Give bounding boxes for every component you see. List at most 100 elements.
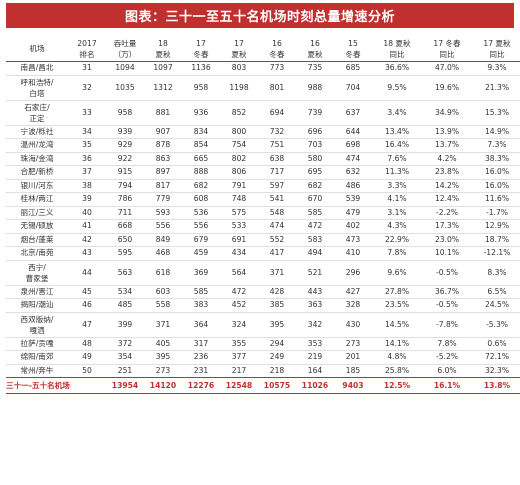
table-cell: 417 [258,246,296,260]
column-header: 15 冬春 [345,38,361,59]
table-cell: 670 [296,192,334,206]
table-cell: 42 [68,232,106,247]
column-header: 机场 [29,44,45,53]
table-cell: 794 [106,178,144,193]
table-cell: 585 [296,205,334,220]
table-cell: 802 [220,151,258,166]
table-cell: 48 [68,336,106,351]
table-cell: 201 [334,350,372,364]
airport-name-cell: 丽江/三义 [6,205,68,220]
table-cell: 355 [220,336,258,351]
table-cell: 479 [334,205,372,220]
table-cell: 4.2% [422,151,472,166]
table-cell: 13.4% [372,124,422,139]
table-cell: 958 [106,99,144,125]
table-cell: 650 [106,232,144,247]
table-cell: -2.2% [422,205,472,220]
table-cell: 185 [334,363,372,378]
table-cell: 430 [334,311,372,337]
table-cell: 9.5% [372,74,422,100]
table-cell: 371 [144,311,182,337]
table-cell: 354 [106,350,144,364]
table-cell: -7.8% [422,311,472,337]
table-cell: 38 [68,178,106,193]
table-cell: 863 [144,151,182,166]
table-cell: 791 [220,178,258,193]
table-cell: 37 [68,165,106,179]
table-cell: 328 [334,298,372,312]
table-cell: 922 [106,151,144,166]
airport-name-cell: 西宁/曹家堡 [6,259,68,285]
table-cell: 17.3% [422,219,472,233]
table-cell: 521 [296,259,334,285]
table-cell: 739 [296,99,334,125]
table-cell: 9.3% [487,63,507,73]
table-cell: 915 [106,165,144,179]
table-cell: 881 [144,99,182,125]
table-row: 银川/河东 38 794 817 682 791 597 682 486 3.3% 14.2% 16.… [6,178,520,193]
table-cell: 751 [258,138,296,152]
total-cell: 14120 [144,377,182,394]
table-cell: 218 [258,363,296,378]
airport-name-cell: 珠海/金湾 [6,151,68,166]
table-cell: 485 [106,298,144,312]
table-cell: -0.5% [422,259,472,285]
table-cell: 405 [144,336,182,351]
table-cell: 834 [182,124,220,139]
table-cell: 36.6% [384,63,410,73]
table-cell: 472 [296,219,334,233]
airport-name-cell: 温州/龙湾 [6,138,68,152]
table-cell: 24.5% [472,298,520,312]
table-cell: 593 [144,205,182,220]
table-cell: 4.1% [372,192,422,206]
table-cell: 219 [296,350,334,364]
table-cell: 11.6% [472,192,520,206]
table-cell: 25.8% [372,363,422,378]
table-cell: 33 [68,99,106,125]
table-cell: 704 [334,74,372,100]
table-cell: 583 [296,232,334,247]
table-cell: 849 [144,232,182,247]
table-cell: 563 [106,259,144,285]
table-cell: 428 [258,284,296,299]
table-cell: 7.8% [372,246,422,260]
table-cell: 434 [220,246,258,260]
total-cell: 13954 [106,377,144,394]
table-cell: 377 [220,350,258,364]
total-cell: 13.8% [472,377,520,394]
airport-name-cell: 常州/奔牛 [6,363,68,378]
table-cell: 402 [334,219,372,233]
table-cell: 383 [182,298,220,312]
column-header: 16 夏秋 [307,38,323,59]
table-row: 呼和浩特/白塔 32 1035 1312 958 1198 801 988 704 9.5% 19.… [6,74,520,100]
column-header: 18 夏秋 同比 [383,38,411,59]
table-cell: 12.9% [472,219,520,233]
table-cell: 43 [68,246,106,260]
table-cell: 472 [220,284,258,299]
table-cell: 49 [68,350,106,364]
table-cell: 34 [68,124,106,139]
table-cell: 317 [182,336,220,351]
total-cell: 10575 [258,377,296,394]
table-cell: 696 [296,124,334,139]
table-cell: 452 [220,298,258,312]
table-row: 绵阳/南郊 49 354 395 236 377 249 219 201 4.8% -5.2% 72.… [6,350,520,364]
table-cell: -12.1% [472,246,520,260]
table-cell: 7.3% [472,138,520,152]
table-header: 机场 2017 排名 吞吐量 （万） 18 夏秋 17 冬春 17 夏秋 16 冬春 16 夏秋 15 冬春 18… [6,36,520,62]
table-row: 宁波/栎社 34 939 907 834 800 732 696 644 13.4% 13.9% 14… [6,124,520,139]
table-cell: 474 [258,219,296,233]
table-row: 西双版纳/嘎洒 47 399 371 364 324 395 342 430 14.5% -7.8%… [6,311,520,337]
table-cell: 597 [258,178,296,193]
table-cell: 14.2% [422,178,472,193]
table-cell: 369 [182,259,220,285]
table-cell: 533 [220,219,258,233]
table-cell: 16.4% [372,138,422,152]
table-cell: 21.3% [472,74,520,100]
table-cell: 296 [334,259,372,285]
table-cell: 9.6% [372,259,422,285]
column-header: 18 夏秋 [155,38,171,59]
table-cell: 536 [182,205,220,220]
table-cell: 23.5% [372,298,422,312]
table-cell: 11.3% [372,165,422,179]
